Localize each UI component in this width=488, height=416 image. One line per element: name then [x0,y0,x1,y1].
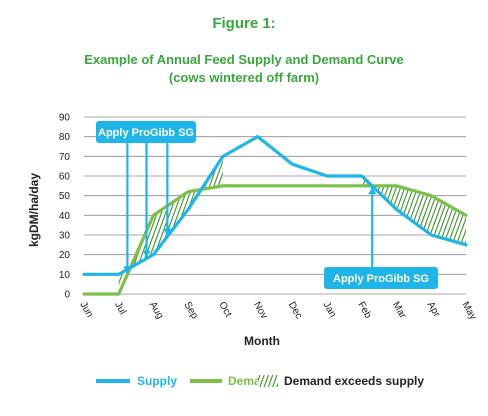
legend-supply-label: Supply [137,374,177,388]
x-tick-label: Oct [216,300,233,319]
x-tick-labels: Jun Jul Aug Sep Oct Nov Dec Jan Feb Mar Apr May [77,300,478,322]
callout-arrowhead [142,250,151,258]
x-axis-title: Month [244,334,280,348]
y-tick-label: 60 [59,172,71,183]
callouts: Apply ProGibb SG Apply ProGibb SG [96,121,438,289]
chart-title: Example of Annual Feed Supply and Demand… [84,52,404,67]
callout-label: Apply ProGibb SG [98,127,194,139]
demand-exceeds-supply-area [361,176,466,245]
x-tick-label: Sep [182,300,201,321]
x-tick-label: Mar [390,300,408,321]
x-tick-label: Jan [320,300,338,319]
x-tick-label: Feb [355,300,373,321]
callout-arrowhead [163,228,172,236]
y-tick-label: 20 [59,250,71,261]
x-tick-label: Jul [112,300,128,317]
x-tick-label: Dec [286,300,304,321]
y-tick-label: 10 [59,270,71,281]
supply-line [82,135,468,276]
y-tick-label: 30 [59,231,71,242]
callout-box [96,121,196,143]
demand-exceeds-supply-area [118,156,223,294]
y-tick-label: 70 [59,152,71,163]
y-tick-label: 50 [59,191,71,202]
y-tick-label: 90 [59,113,71,124]
y-tick-labels: 0 10 20 30 40 50 60 70 80 90 [59,113,71,301]
legend-hatch-label: Demand exceeds supply [284,374,424,388]
x-tick-label: Nov [251,300,269,321]
legend: Supply Demand Demand exceeds supply [96,374,424,388]
x-tick-label: Aug [147,300,165,321]
y-tick-label: 0 [64,290,70,301]
callout-label: Apply ProGibb SG [333,273,429,285]
demand-line [82,184,468,296]
callout-box [324,267,438,289]
y-tick-label: 40 [59,211,71,222]
x-tick-label: Apr [425,300,443,320]
y-axis-title: kgDM/ha/day [27,173,41,247]
callout-arrowhead [368,187,377,195]
callout-arrowhead [123,266,132,274]
series-lines [82,135,468,296]
figure-label: Figure 1: [212,15,275,32]
legend-hatch-swatch [258,375,278,387]
x-tick-label: May [459,300,478,322]
y-tick-label: 80 [59,132,71,143]
chart-subtitle: (cows wintered off farm) [169,70,319,85]
x-tick-label: Jun [77,300,95,319]
